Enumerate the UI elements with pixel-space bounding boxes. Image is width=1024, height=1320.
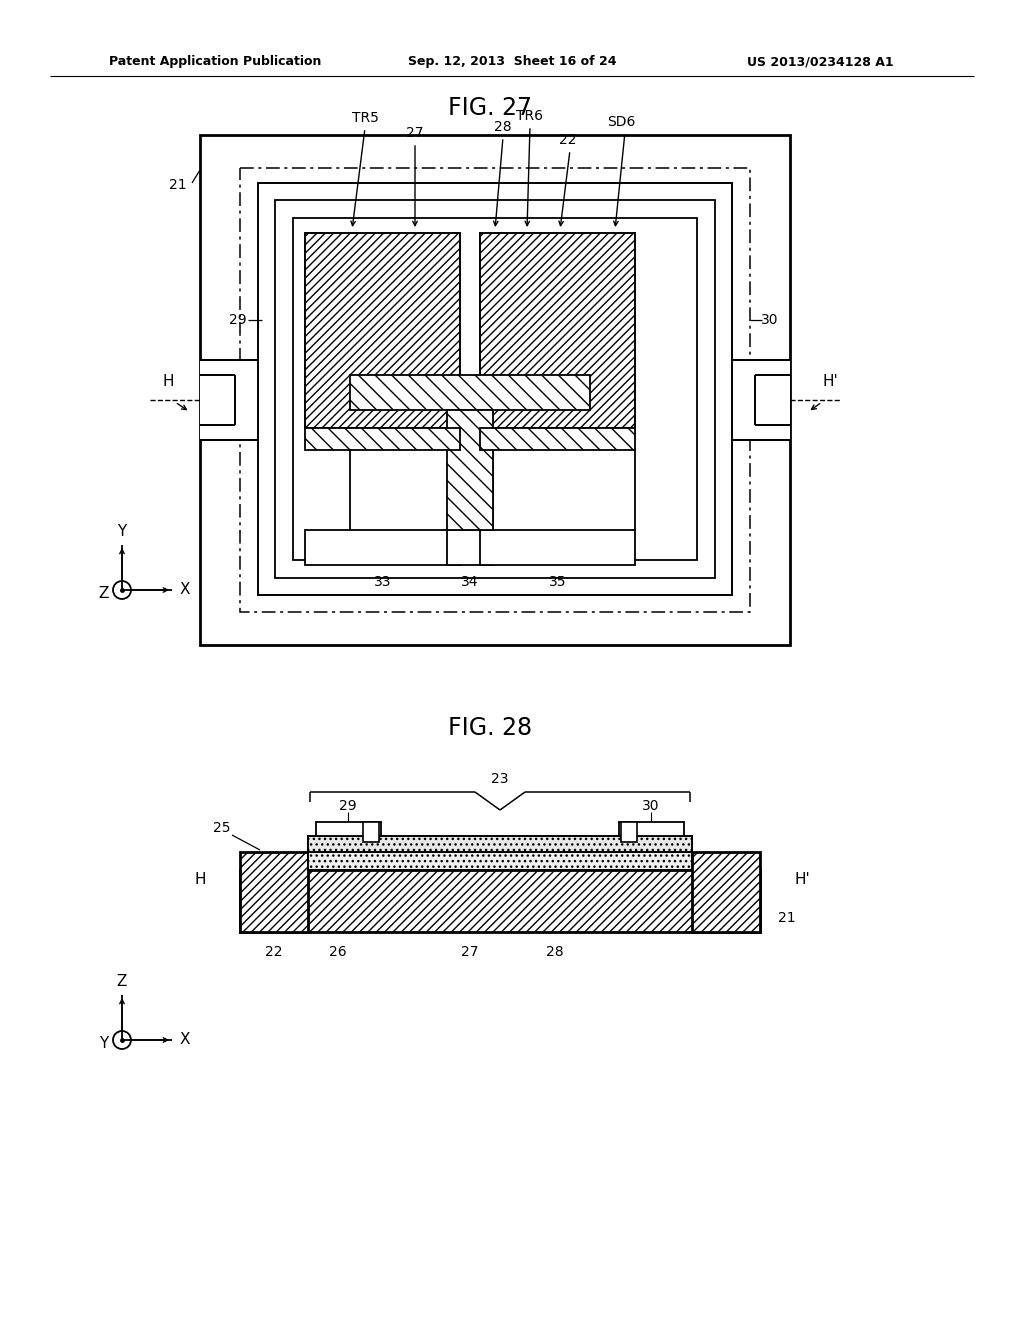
Text: 26: 26 [329, 945, 347, 960]
Text: FIG. 27: FIG. 27 [449, 96, 532, 120]
Text: 32: 32 [649, 825, 665, 838]
Text: 21: 21 [169, 178, 186, 191]
Bar [350, 375, 590, 411]
Text: H': H' [795, 873, 810, 887]
Bar [692, 851, 760, 932]
Text: Y: Y [118, 524, 127, 540]
Bar [275, 201, 715, 578]
Text: H': H' [822, 375, 838, 389]
Text: Sep. 12, 2013  Sheet 16 of 24: Sep. 12, 2013 Sheet 16 of 24 [408, 55, 616, 69]
Bar [308, 851, 692, 870]
Text: 29: 29 [229, 313, 247, 327]
Text: Z: Z [98, 586, 110, 601]
Text: H: H [195, 873, 206, 887]
Bar [258, 183, 732, 595]
Text: TR6: TR6 [516, 110, 544, 123]
Text: Patent Application Publication: Patent Application Publication [109, 55, 322, 69]
Bar [480, 531, 635, 565]
Text: 23: 23 [492, 772, 509, 785]
Text: Y: Y [99, 1035, 109, 1051]
Bar [240, 168, 750, 612]
Bar [240, 870, 760, 932]
Bar [480, 234, 635, 428]
Bar [293, 218, 697, 560]
Bar [362, 822, 379, 842]
Text: 24: 24 [461, 458, 479, 473]
Bar [305, 531, 460, 565]
Bar [732, 360, 790, 440]
Bar [316, 822, 381, 836]
Text: X: X [180, 1032, 190, 1048]
Text: H: H [162, 375, 174, 389]
Text: 25: 25 [213, 821, 230, 836]
Text: 28: 28 [546, 945, 564, 960]
Bar [305, 428, 460, 450]
Text: 28: 28 [495, 120, 512, 135]
Text: 27: 27 [407, 125, 424, 140]
Text: 35: 35 [549, 576, 566, 589]
Text: 31: 31 [337, 825, 353, 838]
Text: 30: 30 [642, 799, 659, 813]
Bar [447, 411, 493, 531]
Bar [480, 428, 635, 450]
Bar [305, 234, 460, 428]
Text: 27: 27 [461, 945, 479, 960]
Bar [447, 531, 493, 565]
Bar [621, 822, 637, 842]
Bar [200, 135, 790, 645]
Bar [618, 822, 684, 836]
Text: 21: 21 [778, 911, 796, 925]
Bar [200, 360, 258, 440]
Text: 29: 29 [339, 799, 356, 813]
Text: 22: 22 [559, 133, 577, 147]
Text: SD6: SD6 [607, 115, 635, 129]
Text: 34: 34 [461, 576, 479, 589]
Text: 33: 33 [374, 576, 392, 589]
Text: TR5: TR5 [351, 111, 379, 125]
Text: Z: Z [117, 974, 127, 990]
Text: 22: 22 [265, 945, 283, 960]
Text: 30: 30 [761, 313, 778, 327]
Text: FIG. 28: FIG. 28 [447, 715, 532, 741]
Text: US 2013/0234128 A1: US 2013/0234128 A1 [746, 55, 893, 69]
Bar [308, 836, 692, 851]
Bar [240, 851, 308, 932]
Text: X: X [180, 582, 190, 598]
